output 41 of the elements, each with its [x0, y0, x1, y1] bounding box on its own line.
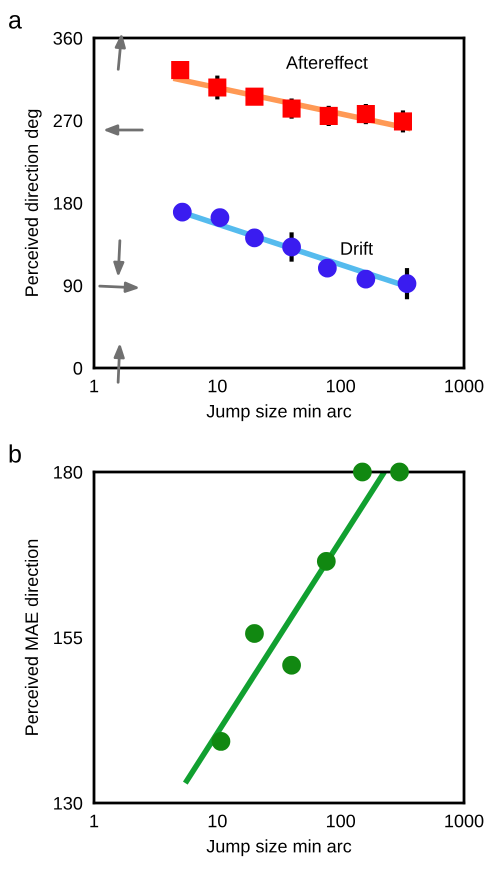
point — [316, 552, 336, 571]
chart-title: a — [9, 15, 22, 29]
y-tick-label: 90 — [64, 279, 82, 292]
point — [353, 462, 372, 482]
point — [282, 238, 301, 256]
x-tick-label: 100 — [326, 380, 356, 392]
y-tick-label: 360 — [53, 32, 82, 45]
point — [356, 105, 375, 124]
y-axis-title: Perceived direction deg — [24, 110, 42, 296]
point — [212, 732, 230, 751]
point — [208, 78, 226, 97]
point — [394, 112, 412, 130]
point — [282, 656, 301, 675]
x-tick-label: 10 — [208, 380, 227, 392]
point — [245, 88, 264, 106]
y-axis-title: Perceived MAE direction — [24, 540, 38, 735]
point — [282, 100, 301, 118]
point — [318, 258, 337, 278]
point — [245, 228, 264, 248]
x-tick-label: 1000 — [445, 380, 484, 392]
x-tick-label: 1 — [90, 380, 98, 392]
x-tick-label: 100 — [326, 814, 356, 828]
x-tick-label: 1 — [90, 814, 98, 828]
chart-title: b — [10, 444, 21, 463]
x-axis-title: Jump size min arc — [206, 404, 352, 422]
series-label: Drift — [341, 242, 373, 255]
y-tick-label: 130 — [54, 796, 82, 810]
point — [356, 270, 376, 288]
x-tick-label: 1000 — [445, 814, 484, 828]
y-tick-label: 180 — [54, 196, 82, 210]
y-tick-label: 180 — [54, 466, 82, 479]
point — [245, 624, 264, 643]
y-tick-label: 155 — [54, 632, 82, 644]
y-tick-label: 0 — [74, 362, 82, 375]
x-tick-label: 10 — [208, 814, 227, 828]
point — [171, 61, 190, 80]
point — [320, 106, 338, 125]
x-axis-title: Jump size min arc — [206, 839, 352, 856]
point — [390, 462, 409, 482]
series-label: Aftereffect — [286, 56, 368, 69]
y-tick-label: 270 — [54, 114, 82, 128]
